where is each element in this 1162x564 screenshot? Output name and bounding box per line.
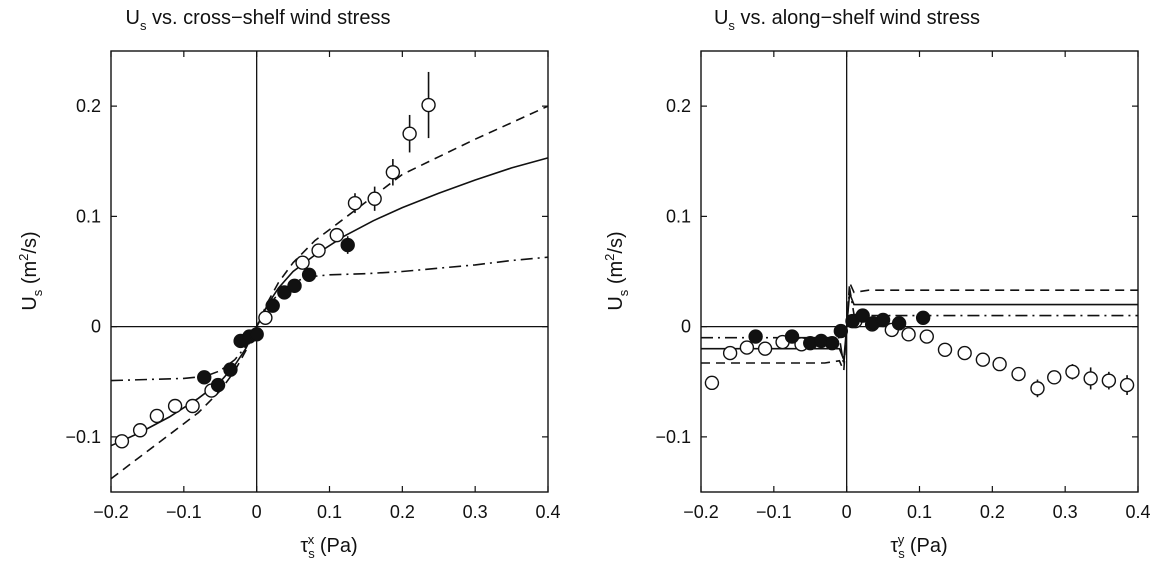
y-axis-label: Us (m2/s) bbox=[602, 231, 631, 310]
x-tick-label: 0.2 bbox=[980, 502, 1005, 522]
open-data-point bbox=[402, 126, 417, 141]
open-data-point bbox=[311, 243, 326, 258]
open-data-point bbox=[919, 329, 934, 344]
y-tick-label: −0.1 bbox=[65, 427, 101, 447]
open-data-point bbox=[957, 345, 972, 361]
open-data-point bbox=[992, 356, 1007, 372]
x-tick-label: −0.2 bbox=[93, 502, 129, 522]
filled-data-point bbox=[915, 310, 931, 326]
filled-data-point bbox=[277, 285, 292, 300]
y-axis-label: Us (m2/s) bbox=[16, 231, 45, 310]
filled-data-point bbox=[197, 370, 212, 385]
x-tick-label: −0.2 bbox=[683, 502, 719, 522]
x-tick-label: 0 bbox=[842, 502, 852, 522]
x-tick-labels: −0.2 −0.1 0 0.1 0.2 0.3 0.4 bbox=[93, 502, 560, 522]
x-axis-label: τsx (Pa) bbox=[300, 532, 357, 561]
panel-cross-shelf: Us vs. cross−shelf wind stress −0.2 −0.1 0… bbox=[16, 7, 561, 561]
open-data-point bbox=[937, 342, 953, 357]
panel-title: Us vs. along−shelf wind stress bbox=[714, 7, 980, 33]
x-tick-label: 0.1 bbox=[317, 502, 342, 522]
open-data-point bbox=[258, 310, 273, 326]
x-tick-label: 0.3 bbox=[463, 502, 488, 522]
x-tick-label: 0.3 bbox=[1053, 502, 1078, 522]
filled-data-point bbox=[784, 329, 800, 344]
x-tick-label: 0.4 bbox=[535, 502, 560, 522]
filled-data-point bbox=[340, 237, 355, 253]
y-tick-labels: −0.1 0 0.1 0.2 bbox=[65, 96, 101, 447]
tick-marks bbox=[700, 51, 1139, 492]
zero-lines bbox=[111, 51, 548, 492]
open-data-point bbox=[367, 191, 382, 206]
x-tick-labels: −0.2 −0.1 0 0.1 0.2 0.3 0.4 bbox=[683, 502, 1150, 522]
open-data-point bbox=[1101, 373, 1117, 388]
open-data-point bbox=[329, 227, 344, 243]
x-tick-label: −0.1 bbox=[166, 502, 202, 522]
y-tick-label: −0.1 bbox=[655, 427, 691, 447]
y-tick-label: 0.1 bbox=[76, 206, 101, 226]
solid-curve bbox=[110, 157, 549, 447]
y-tick-label: 0 bbox=[91, 317, 101, 337]
open-data-point bbox=[1065, 364, 1080, 380]
open-data-point bbox=[739, 340, 755, 355]
x-tick-label: 0 bbox=[252, 502, 262, 522]
open-data-point bbox=[114, 434, 130, 449]
open-data-point bbox=[421, 97, 436, 113]
filled-data-point bbox=[875, 312, 891, 328]
open-data-point bbox=[132, 423, 148, 438]
filled-data-point bbox=[210, 377, 226, 393]
tick-marks bbox=[110, 51, 549, 492]
y-tick-labels: −0.1 0 0.1 0.2 bbox=[655, 96, 691, 447]
panel-title: Us vs. cross−shelf wind stress bbox=[126, 7, 391, 33]
open-data-point bbox=[1011, 366, 1026, 382]
model-curves bbox=[110, 105, 549, 480]
dashed-curve bbox=[110, 105, 549, 480]
open-data-point bbox=[975, 352, 991, 367]
y-tick-label: 0.2 bbox=[76, 96, 101, 116]
x-tick-label: −0.1 bbox=[756, 502, 792, 522]
filled-data-point bbox=[855, 308, 870, 323]
filled-data-point bbox=[287, 278, 302, 294]
dashdot-curve bbox=[110, 256, 549, 382]
dashed-curve bbox=[701, 282, 1138, 372]
plot-frame bbox=[700, 50, 1139, 493]
open-data-point bbox=[185, 398, 200, 414]
open-data-point bbox=[1047, 370, 1062, 385]
y-tick-label: 0.2 bbox=[666, 96, 691, 116]
filled-data-point bbox=[891, 316, 907, 331]
open-data-point bbox=[167, 398, 183, 414]
filled-data-point bbox=[301, 267, 317, 283]
y-tick-label: 0 bbox=[681, 317, 691, 337]
open-data-point bbox=[757, 341, 773, 356]
filled-data-point bbox=[223, 362, 238, 377]
y-tick-label: 0.1 bbox=[666, 206, 691, 226]
open-data-point bbox=[722, 345, 738, 361]
x-axis-label: τsy (Pa) bbox=[890, 532, 947, 561]
open-data-point bbox=[1083, 371, 1098, 386]
open-data-point bbox=[1119, 377, 1135, 393]
filled-data-point bbox=[249, 327, 264, 342]
data-points bbox=[114, 71, 436, 449]
open-data-point bbox=[149, 408, 165, 424]
panel-along-shelf: Us vs. along−shelf wind stress −0.2 −0.1 0… bbox=[602, 7, 1151, 561]
data-points bbox=[704, 308, 1135, 398]
x-tick-label: 0.4 bbox=[1125, 502, 1150, 522]
open-data-point bbox=[347, 195, 363, 211]
plot-frame bbox=[110, 50, 549, 493]
open-data-point bbox=[295, 255, 310, 270]
x-tick-label: 0.2 bbox=[390, 502, 415, 522]
filled-data-point bbox=[748, 329, 763, 344]
open-data-point bbox=[901, 327, 916, 342]
zero-lines bbox=[701, 51, 1138, 492]
filled-data-point bbox=[824, 335, 840, 351]
x-tick-label: 0.1 bbox=[907, 502, 932, 522]
filled-data-point bbox=[265, 298, 280, 313]
filled-data-point bbox=[833, 323, 849, 339]
open-data-point bbox=[1030, 381, 1045, 396]
open-data-point bbox=[704, 375, 720, 391]
open-data-point bbox=[385, 165, 401, 180]
